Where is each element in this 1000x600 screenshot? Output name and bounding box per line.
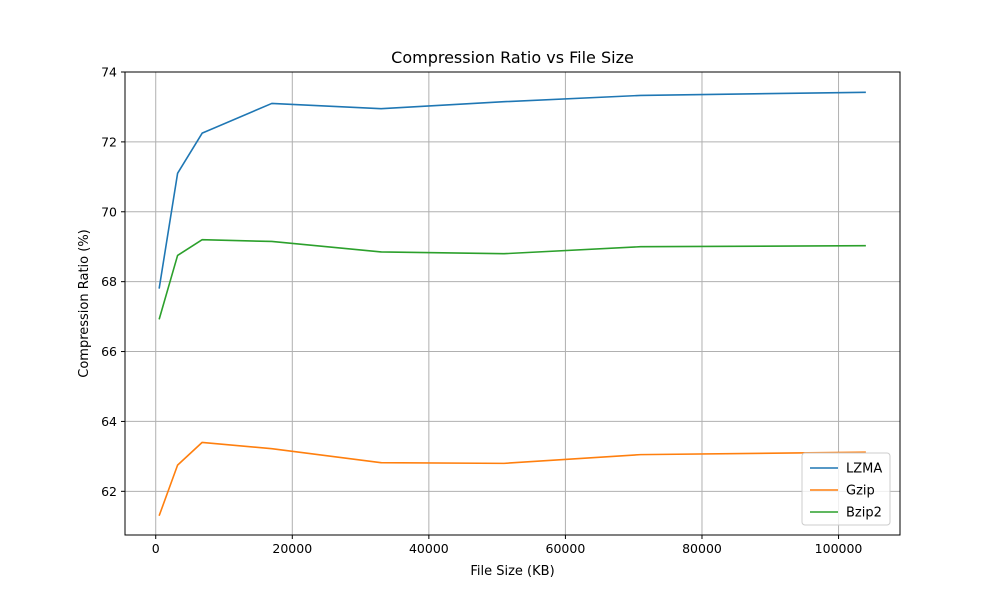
y-tick-label: 64 xyxy=(101,414,117,429)
x-tick-label: 60000 xyxy=(546,541,586,556)
y-axis-label: Compression Ratio (%) xyxy=(77,229,92,378)
x-tick-label: 0 xyxy=(152,541,160,556)
y-tick-label: 62 xyxy=(101,484,117,499)
y-tick-label: 66 xyxy=(101,344,117,359)
x-tick-label: 100000 xyxy=(815,541,863,556)
y-tick-label: 70 xyxy=(101,204,117,219)
series-line-gzip xyxy=(158,441,866,517)
grid-lines xyxy=(125,71,900,535)
legend-label-lzma: LZMA xyxy=(846,462,882,477)
x-tick-label: 20000 xyxy=(272,541,312,556)
y-tick-label: 68 xyxy=(101,274,117,289)
plot-frame xyxy=(124,71,901,536)
legend-label-bzip2: Bzip2 xyxy=(846,506,882,521)
legend-label-gzip: Gzip xyxy=(846,484,875,499)
x-axis-label: File Size (KB) xyxy=(470,564,554,579)
y-tick-label: 72 xyxy=(101,134,117,149)
legend-box xyxy=(801,452,891,526)
series-line-lzma xyxy=(158,91,866,289)
y-tick-label: 74 xyxy=(101,65,117,80)
axis-ticks: 0 20000 40000 60000 80000 100000 62 64 66 68 70 72 7… xyxy=(101,65,862,557)
series-line-bzip2 xyxy=(158,238,866,320)
series-lines xyxy=(158,91,866,517)
legend: LZMA Gzip Bzip2 xyxy=(801,452,891,526)
x-tick-label: 80000 xyxy=(682,541,722,556)
x-tick-label: 40000 xyxy=(409,541,449,556)
chart-title: Compression Ratio vs File Size xyxy=(391,48,634,67)
